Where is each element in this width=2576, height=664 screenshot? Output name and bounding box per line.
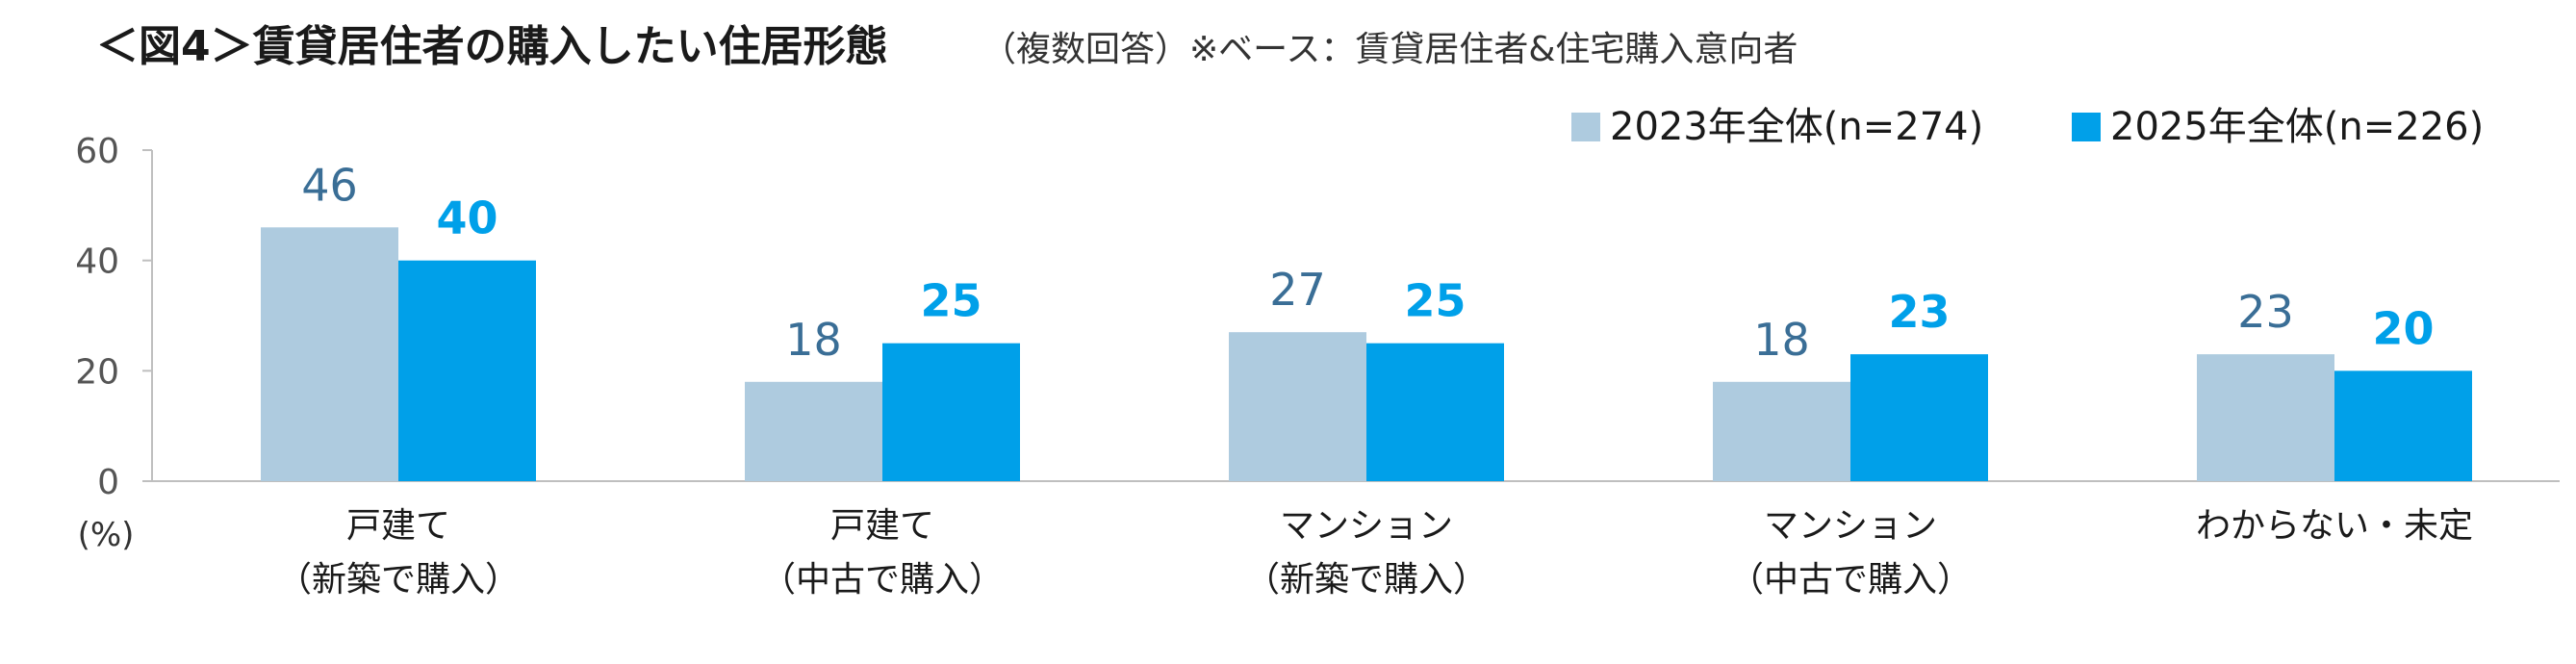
bars <box>261 227 2472 481</box>
category-label: わからない・未定 <box>2196 506 2473 546</box>
legend-label-2023: 2023年全体(n=274) <box>1610 105 1983 149</box>
category-label-line: （中古で購入） <box>1729 560 1972 600</box>
y-tick-label: 0 <box>97 463 119 502</box>
chart-subtitle: （複数回答）※ベース：賃貸居住者&住宅購入意向者 <box>982 30 1798 69</box>
bar-2023 <box>745 381 882 481</box>
bar-2025 <box>398 260 536 481</box>
category-label-line: （新築で購入） <box>1245 560 1488 600</box>
bar-2025 <box>1366 343 1504 481</box>
data-label-2023: 23 <box>2237 286 2294 338</box>
y-tick-label: 60 <box>75 132 119 171</box>
value-labels: 46 40 18 25 27 25 18 23 23 20 <box>301 159 2434 366</box>
y-axis: 0 20 40 60 (%) <box>75 132 153 554</box>
category-label: 戸建て （新築で購入） <box>277 506 520 600</box>
category-label-line: マンション <box>1280 506 1453 546</box>
bar-2023 <box>2197 354 2334 481</box>
category-label-line: マンション <box>1764 506 1937 546</box>
bar-2023 <box>261 227 398 481</box>
legend-swatch-2025 <box>2072 113 2101 141</box>
data-label-2023: 18 <box>1753 314 1810 366</box>
category-labels: 戸建て （新築で購入） 戸建て （中古で購入） マンション （新築で購入） マンション （中古… <box>277 506 2473 600</box>
category-label-line: （中古で購入） <box>761 560 1004 600</box>
data-label-2023: 18 <box>785 314 842 366</box>
bar-2023 <box>1229 332 1366 481</box>
category-label-line: 戸建て <box>830 506 934 546</box>
category-label-line: （新築で購入） <box>277 560 520 600</box>
data-label-2025: 25 <box>1404 275 1466 327</box>
category-label: マンション （中古で購入） <box>1729 506 1972 600</box>
bar-2025 <box>2334 370 2472 481</box>
bar-2025 <box>1850 354 1988 481</box>
data-label-2023: 27 <box>1269 264 1326 316</box>
category-label-line: わからない・未定 <box>2196 506 2473 546</box>
category-label: マンション （新築で購入） <box>1245 506 1488 600</box>
data-label-2023: 46 <box>301 159 358 211</box>
bar-2025 <box>882 343 1020 481</box>
category-label-line: 戸建て <box>346 506 450 546</box>
y-tick-label: 40 <box>75 243 119 282</box>
data-label-2025: 23 <box>1888 286 1950 338</box>
y-unit-label: (%) <box>78 516 135 554</box>
chart-title-group: ＜図4＞賃貸居住者の購入したい住居形態 （複数回答）※ベース：賃貸居住者&住宅購… <box>96 22 1798 71</box>
bar-2023 <box>1713 381 1850 481</box>
data-label-2025: 40 <box>436 192 497 244</box>
legend: 2023年全体(n=274) 2025年全体(n=226) <box>1571 105 2484 149</box>
data-label-2025: 20 <box>2372 302 2434 354</box>
y-tick-label: 20 <box>75 352 119 392</box>
chart-title: ＜図4＞賃貸居住者の購入したい住居形態 <box>96 22 888 71</box>
legend-label-2025: 2025年全体(n=226) <box>2110 105 2484 149</box>
category-label: 戸建て （中古で購入） <box>761 506 1004 600</box>
data-label-2025: 25 <box>920 275 982 327</box>
legend-swatch-2023 <box>1571 113 1600 141</box>
